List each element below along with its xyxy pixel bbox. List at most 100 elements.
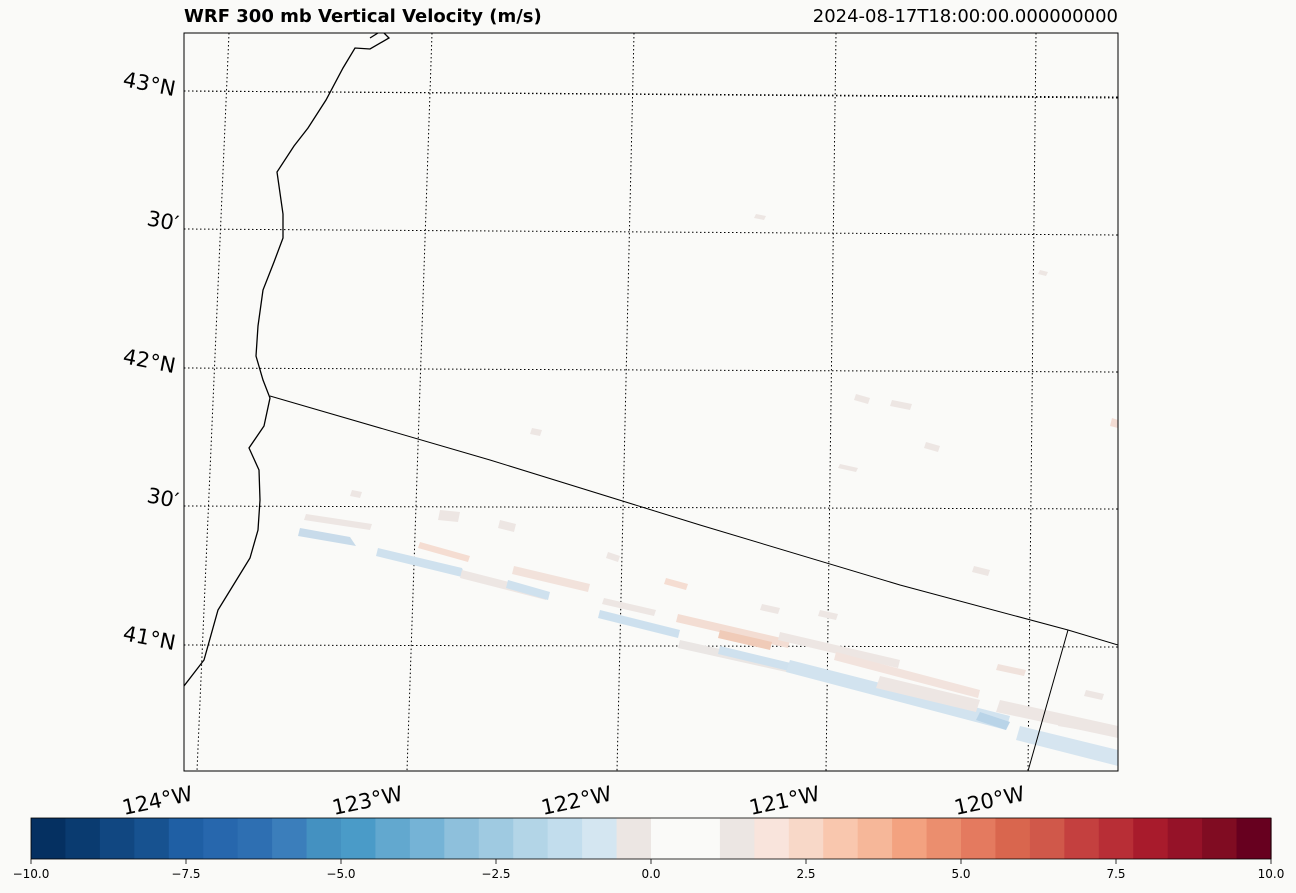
longitude-labels: 124°W 123°W 122°W 121°W 120°W <box>120 782 1027 820</box>
parallel-gridlines-tilted <box>184 90 1118 98</box>
lon-label: 121°W <box>747 782 822 820</box>
colorbar-segment <box>237 818 273 859</box>
colorbar-segment <box>409 818 445 859</box>
velocity-streak <box>924 442 940 452</box>
colorbar-segment <box>1236 818 1272 859</box>
colorbar-tick-label: 10.0 <box>1258 867 1285 881</box>
meridian-gridline <box>825 33 837 771</box>
colorbar-segment <box>1133 818 1169 859</box>
velocity-streak <box>506 580 550 600</box>
meridian-gridline <box>616 33 635 771</box>
velocity-streak <box>438 510 460 522</box>
state-border-nv <box>1027 629 1069 771</box>
meridian-gridline <box>196 33 230 771</box>
velocity-streak <box>972 566 990 576</box>
colorbar-tick-label: 5.0 <box>951 867 970 881</box>
lon-label: 120°W <box>952 782 1027 820</box>
meridian-gridline <box>1027 33 1037 771</box>
velocity-streak <box>418 542 470 562</box>
colorbar-segment <box>1167 818 1203 859</box>
velocity-streak <box>512 566 590 592</box>
velocity-streak <box>376 548 466 578</box>
colorbar-tick-label: −7.5 <box>171 867 200 881</box>
colorbar-segment <box>1064 818 1100 859</box>
velocity-streak <box>818 610 838 620</box>
colorbar-segment <box>926 818 962 859</box>
velocity-streak <box>1038 270 1048 276</box>
colorbar-segment <box>719 818 755 859</box>
lat-label: 42°N <box>121 344 178 378</box>
velocity-streak <box>664 578 688 590</box>
velocity-streak <box>602 598 656 616</box>
colorbar-tick-label: 7.5 <box>1106 867 1125 881</box>
velocity-streak <box>1016 726 1118 766</box>
colorbar-segment <box>823 818 859 859</box>
colorbar-segment <box>685 818 721 859</box>
colorbar-segment <box>892 818 928 859</box>
colorbar-segment <box>513 818 549 859</box>
colorbar-segment <box>272 818 308 859</box>
lat-label: 43°N <box>121 67 178 101</box>
velocity-streak <box>1084 690 1104 700</box>
velocity-streak <box>1058 718 1118 736</box>
velocity-streak <box>854 394 870 404</box>
colorbar-segment <box>961 818 997 859</box>
state-border <box>269 395 1118 646</box>
coastline <box>184 33 391 687</box>
velocity-streak <box>778 632 900 668</box>
lon-label: 123°W <box>330 782 405 820</box>
colorbar-segment <box>1202 818 1238 859</box>
velocity-streak <box>786 660 1010 730</box>
velocity-streak <box>834 652 980 698</box>
colorbar-ticks: −10.0 −7.5 −5.0 −2.5 0.0 2.5 5.0 7.5 10.0 <box>13 859 1285 881</box>
parallel-gridline <box>184 505 1118 510</box>
colorbar-segment <box>616 818 652 859</box>
colorbar-segment <box>582 818 618 859</box>
colorbar-segment <box>31 818 67 859</box>
colorbar-segment <box>203 818 239 859</box>
lat-label: 41°N <box>121 621 178 655</box>
velocity-field <box>298 214 1118 766</box>
meridian-gridline <box>406 33 433 771</box>
velocity-streak <box>304 514 372 530</box>
map-frame <box>183 32 1119 772</box>
velocity-streak <box>676 614 790 648</box>
parallel-gridline <box>184 228 1118 236</box>
colorbar-segment <box>134 818 170 859</box>
colorbar-segment <box>306 818 342 859</box>
colorbar <box>30 817 1272 860</box>
velocity-streak <box>754 214 766 220</box>
velocity-streak <box>760 604 780 614</box>
map-area <box>184 33 1118 771</box>
colorbar-tick-label: 2.5 <box>796 867 815 881</box>
lon-label: 122°W <box>539 782 614 820</box>
velocity-streak <box>606 552 620 562</box>
colorbar-segment <box>995 818 1031 859</box>
colorbar-segment <box>341 818 377 859</box>
colorbar-segment <box>754 818 790 859</box>
velocity-streak <box>838 464 858 472</box>
velocity-streak <box>298 528 356 546</box>
colorbar-segment <box>444 818 480 859</box>
latitude-labels: 43°N 30′ 42°N 30′ 41°N <box>121 67 181 655</box>
velocity-streak <box>996 664 1026 676</box>
colorbar-segment <box>788 818 824 859</box>
velocity-streak <box>350 490 362 498</box>
lat-label: 30′ <box>145 206 181 236</box>
meridian-gridlines <box>196 33 1037 771</box>
chart-title: WRF 300 mb Vertical Velocity (m/s) <box>184 6 542 27</box>
colorbar-tick-label: 0.0 <box>641 867 660 881</box>
colorbar-segment <box>547 818 583 859</box>
colorbar-tick-label: −5.0 <box>326 867 355 881</box>
parallel-gridlines <box>184 90 1118 648</box>
parallel-gridline <box>184 644 1118 648</box>
velocity-streak <box>598 610 680 638</box>
colorbar-segment <box>857 818 893 859</box>
colorbar-segment <box>375 818 411 859</box>
lon-label: 124°W <box>120 782 195 820</box>
velocity-streak <box>530 428 542 436</box>
colorbar-segment <box>99 818 135 859</box>
colorbar-segment <box>168 818 204 859</box>
velocity-streak <box>890 400 912 410</box>
